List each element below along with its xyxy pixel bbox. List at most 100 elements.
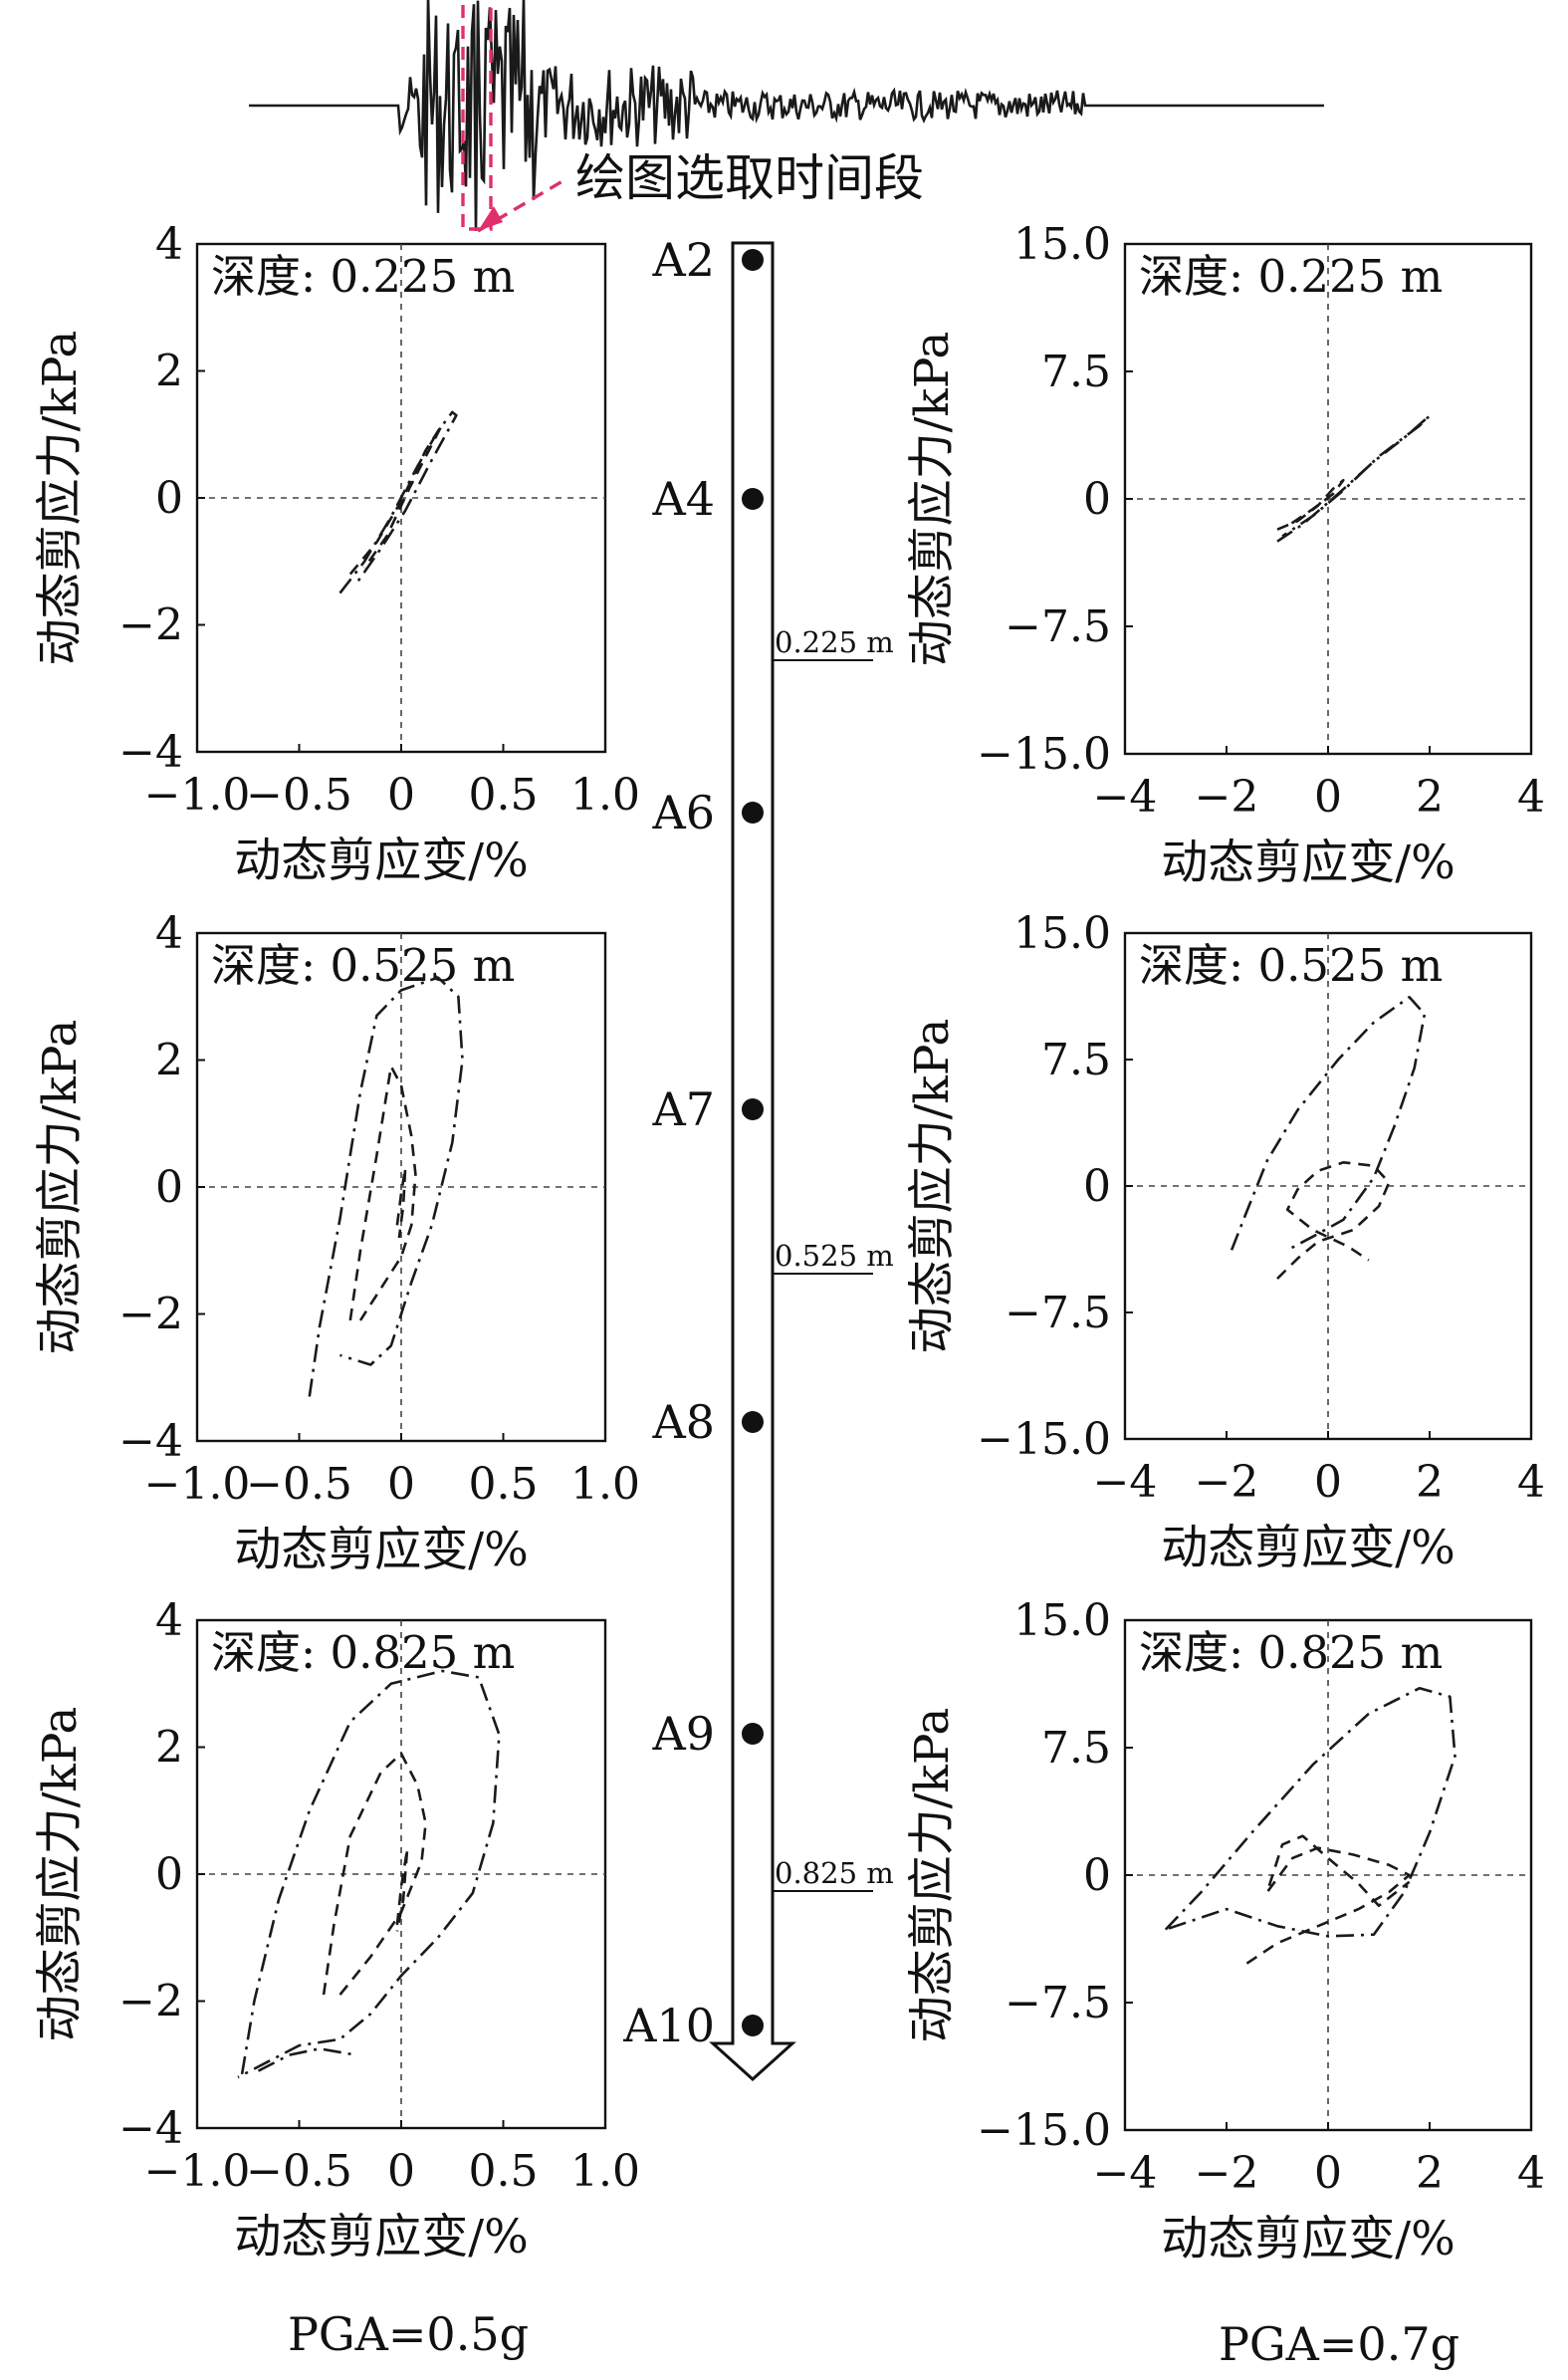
selection-pointer-arrowhead [478,206,503,231]
hysteresis-chart: −4 −2 0 2 4 15.0 7.5 0 −7.5 −15.0 动态剪应变/% 动态剪应力/kPa… [905,1595,1545,2266]
x-tick-label: 4 [1517,2148,1545,2199]
hysteresis-loop [395,1847,409,1932]
hysteresis-loop [1245,1834,1411,1965]
x-tick-label: 0.5 [469,770,539,821]
x-tick-label: −0.5 [246,2146,352,2197]
x-tick-label: −4 [1093,1457,1158,1508]
y-tick-label: −4 [118,2103,183,2154]
y-tick-label: 2 [155,1723,183,1774]
depth-label: 深度: 0.825 m [211,1626,515,1679]
y-tick-label: −2 [118,600,183,651]
y-tick-label: −7.5 [1005,601,1111,652]
x-tick-label: 0 [387,770,415,821]
hysteresis-loop [1276,414,1432,543]
x-tick-label: 0.5 [469,1459,539,1510]
hysteresis-loop [322,1752,427,1996]
y-tick-label: 7.5 [1041,1723,1111,1774]
depth-marker-label: 0.825 m [775,1856,894,1890]
selection-label: 绘图选取时间段 [575,149,924,207]
hysteresis-loop [1230,996,1427,1252]
x-tick-label: −1.0 [144,770,251,821]
y-tick-label: 15.0 [1013,908,1111,959]
y-tick-label: 0 [155,473,183,524]
x-tick-label: 4 [1517,1457,1545,1508]
hysteresis-loop [257,2047,357,2072]
x-axis-label: 动态剪应变/% [1161,835,1456,890]
depth-label: 深度: 0.525 m [211,939,515,992]
x-tick-label: −4 [1093,2148,1158,2199]
x-tick-label: −1.0 [144,2146,251,2197]
hysteresis-loop [1276,478,1345,531]
depth-label: 深度: 0.225 m [1139,250,1443,303]
x-tick-label: 4 [1517,772,1545,823]
y-tick-label: 0 [155,1162,183,1213]
x-tick-label: 0 [387,2146,415,2197]
sensor-label: A4 [652,472,716,526]
sensor-dot [742,1411,764,1433]
x-tick-label: 1.0 [570,1459,640,1510]
hysteresis-loop [395,1166,407,1239]
x-tick-label: −0.5 [246,1459,352,1510]
y-tick-label: 2 [155,347,183,397]
hysteresis-chart: −1.0−0.5 0 0.5 1.0 4 2 0 −2 −4 动态剪应变/% 动态剪应力/kPa 深度… [33,219,640,888]
y-tick-label: 7.5 [1041,347,1111,397]
hysteresis-loop [237,1669,501,2079]
model-column: A2 A4 A6 A7 A8 A9 A10 0.225 m 0.525 m 0.825 m [622,233,894,2082]
selection-pointer-line [477,179,563,233]
sensor-label: A10 [622,1999,715,2052]
x-axis-label: 动态剪应变/% [234,2210,529,2264]
y-tick-label: −7.5 [1005,1978,1111,2028]
depth-marker-label: 0.525 m [775,1239,894,1273]
hysteresis-loop [308,976,464,1397]
x-tick-label: 1.0 [570,2146,640,2197]
sensor-label: A6 [652,786,716,839]
y-tick-label: 15.0 [1013,1595,1111,1646]
hysteresis-chart: −1.0−0.5 0 0.5 1.0 4 2 0 −2 −4 动态剪应变/% 动态剪应力/kPa 深度… [33,1595,640,2264]
hysteresis-loop [1164,1687,1456,1938]
x-tick-label: −1.0 [144,1459,251,1510]
y-tick-label: 4 [155,219,183,270]
y-tick-label: −4 [118,1416,183,1467]
x-tick-label: 2 [1416,2148,1444,2199]
x-tick-label: 0 [387,1459,415,1510]
sensor-label: A7 [652,1082,716,1136]
hysteresis-chart: −4 −2 0 2 4 15.0 7.5 0 −7.5 −15.0 动态剪应变/% 动态剪应力/kPa… [905,908,1545,1575]
x-tick-label: 0 [1314,2148,1342,2199]
y-tick-label: −2 [118,1290,183,1340]
sensor-label: A8 [652,1395,716,1449]
sensor-dot [742,1723,764,1745]
y-tick-label: 4 [155,908,183,959]
x-tick-label: −2 [1195,2148,1259,2199]
hysteresis-loop [1276,1161,1391,1281]
x-tick-label: −2 [1195,1457,1259,1508]
sensor-label: A9 [652,1707,716,1761]
depth-marker-label: 0.225 m [775,625,894,659]
x-tick-label: 2 [1416,772,1444,823]
pga-label-right: PGA=0.7g [1219,2317,1459,2371]
y-tick-label: 0 [1083,1161,1111,1212]
acceleration-trace [249,0,1324,232]
x-tick-label: 1.0 [570,770,640,821]
x-axis-label: 动态剪应变/% [234,833,529,888]
depth-label: 深度: 0.825 m [1139,1626,1443,1679]
time-window-selection: 绘图选取时间段 [461,0,924,233]
hysteresis-loop [348,1065,417,1321]
y-tick-label: 0 [155,1849,183,1900]
column-body-with-arrow [709,241,796,2082]
x-tick-label: 0 [1314,1457,1342,1508]
depth-label: 深度: 0.225 m [211,250,515,303]
y-tick-label: 0 [1083,1850,1111,1901]
y-tick-label: −2 [118,1977,183,2027]
x-tick-label: 0.5 [469,2146,539,2197]
y-tick-label: −15.0 [977,2105,1111,2156]
y-tick-label: −4 [118,727,183,778]
y-tick-label: 15.0 [1013,219,1111,270]
y-tick-label: 2 [155,1036,183,1086]
x-axis-label: 动态剪应变/% [234,1523,529,1577]
hysteresis-chart: −4 −2 0 2 4 15.0 7.5 0 −7.5 −15.0 动态剪应变/% 动态剪应力/kPa… [905,219,1545,890]
x-tick-label: 0 [1314,772,1342,823]
x-tick-label: 2 [1416,1457,1444,1508]
y-tick-label: 4 [155,1595,183,1646]
sensor-dot [742,2015,764,2036]
